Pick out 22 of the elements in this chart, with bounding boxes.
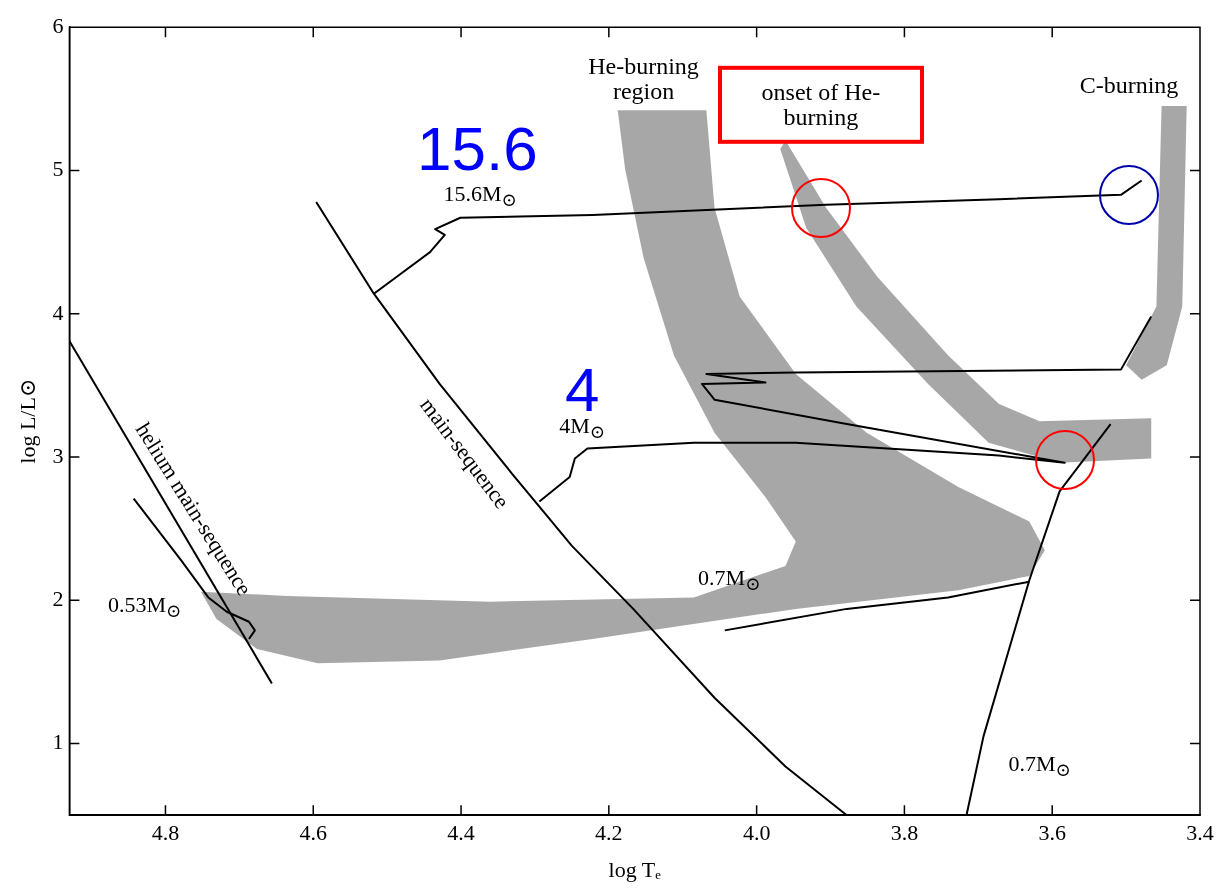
x-tick-label: 4.6 — [299, 820, 327, 846]
y-tick-label: 4 — [52, 299, 64, 325]
y-tick-label: 2 — [52, 586, 64, 612]
y-tick-label: 6 — [52, 12, 64, 38]
y-axis-title: log L/L⊙ — [14, 378, 40, 464]
y-tick-label: 1 — [52, 729, 64, 755]
annotation: 0.7M$_{⊙}$ — [698, 564, 761, 595]
frame-outline: onset of He-burning — [717, 65, 924, 144]
y-tick-label: 3 — [52, 442, 64, 468]
x-tick-label: 3.6 — [1038, 820, 1066, 846]
y-tick-label: 5 — [52, 156, 64, 182]
annotation: He-burning region — [587, 52, 700, 104]
x-tick-label: 4.2 — [595, 820, 623, 846]
annotation: 0.53M$_{⊙}$ — [108, 592, 182, 622]
annotation: 0.7M$_{⊙}$ — [1008, 751, 1071, 781]
x-tick-label: 3.4 — [1186, 820, 1214, 846]
x-tick-label: 4.4 — [447, 820, 475, 846]
x-tick-label: 3.8 — [890, 820, 919, 846]
x-axis-title: log Tₑ — [608, 856, 662, 882]
annotation: C-burning — [1079, 72, 1179, 99]
x-tick-label: 4.8 — [151, 820, 180, 846]
x-tick-label: 4.0 — [742, 820, 771, 846]
